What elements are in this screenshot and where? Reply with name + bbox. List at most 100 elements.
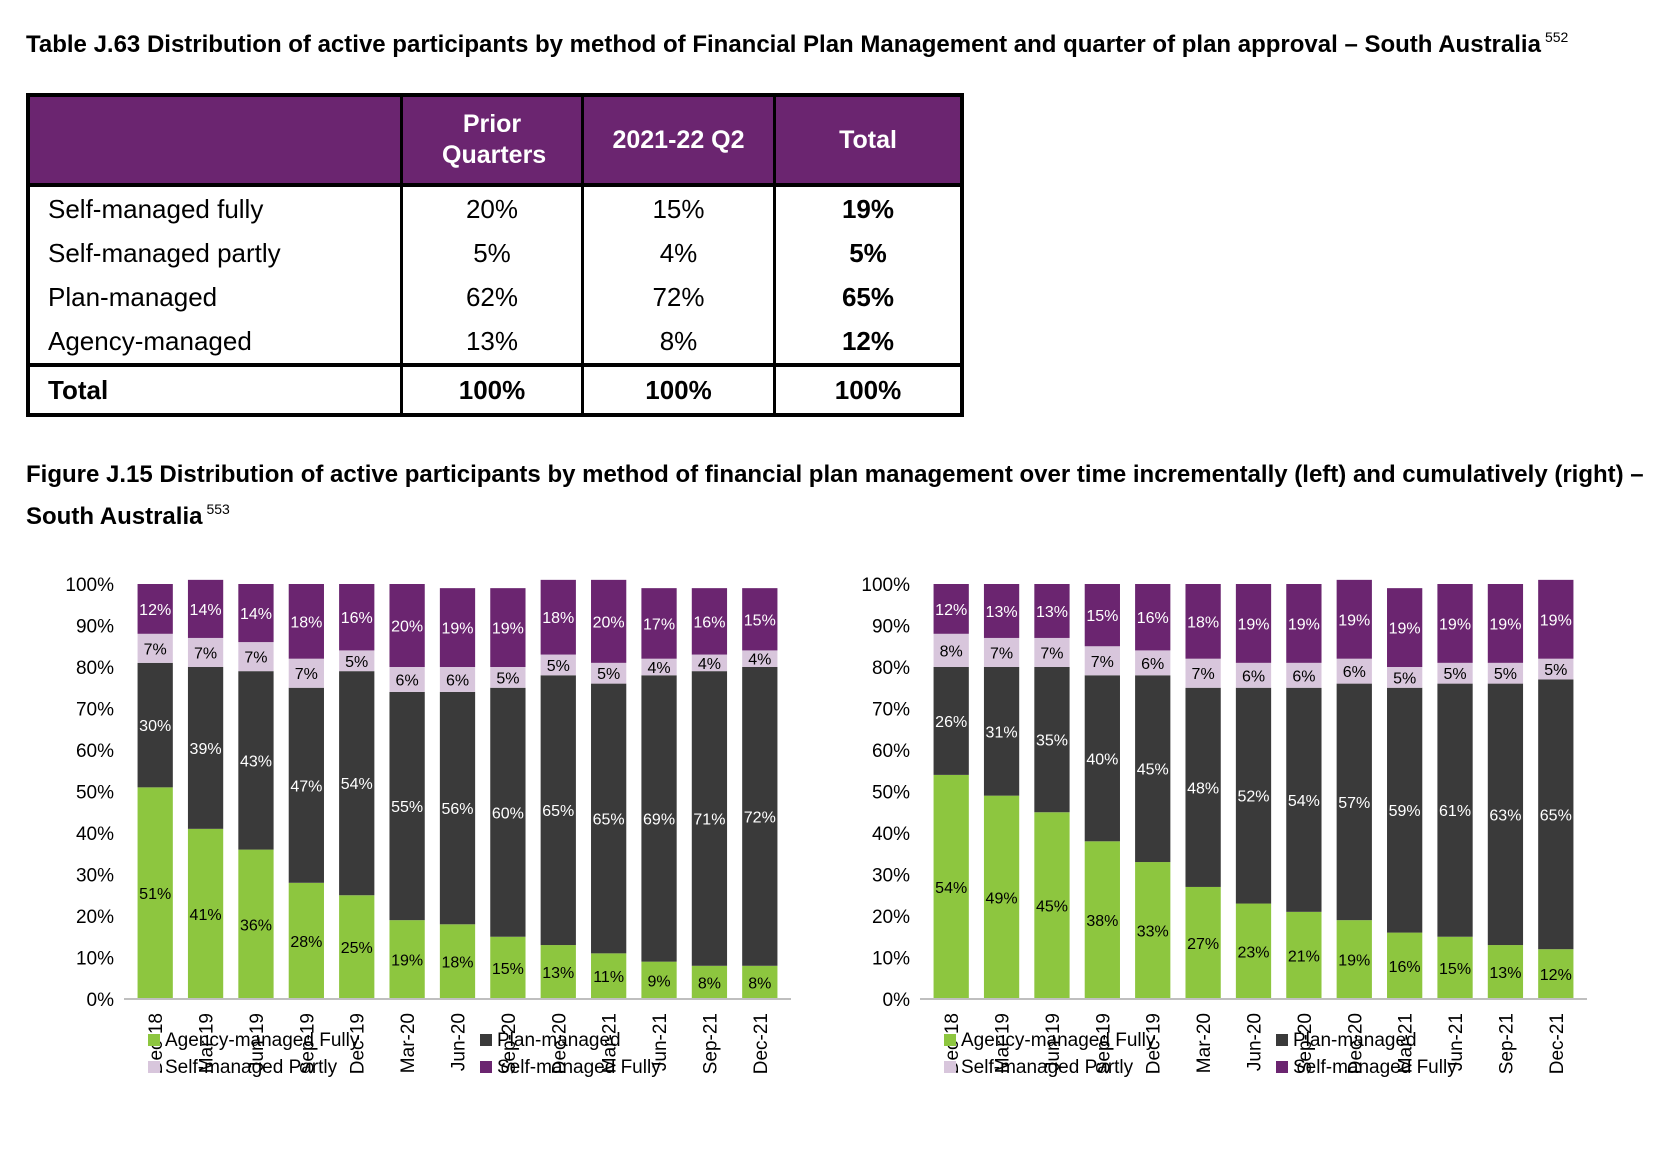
x-tick-label: Dec-21	[751, 1013, 772, 1074]
y-tick-label: 20%	[76, 907, 114, 928]
bar-segment-self-managed-partly	[439, 667, 476, 692]
bar-segment-self-managed-partly	[1235, 662, 1272, 688]
bar-segment-agency-managed-fully	[983, 795, 1020, 999]
cumulative-stacked-bar-chart: 0% 10% 20% 30% 40% 50% 60% 70% 80% 90% 100% 54% 26% 8…	[861, 575, 1587, 1078]
data-label: 63%	[1489, 807, 1521, 824]
bar-segment-plan-managed	[1336, 683, 1372, 921]
y-tick-label: 60%	[76, 741, 114, 762]
data-label: 5%	[597, 666, 620, 683]
cell-quarter: 15%	[581, 185, 775, 231]
bar-segment-self-managed-partly	[339, 650, 375, 672]
bar-segment-plan-managed	[490, 687, 526, 937]
data-label: 6%	[446, 672, 469, 689]
data-label: 35%	[1036, 733, 1068, 750]
bar-segment-plan-managed	[591, 683, 627, 954]
bar-segment-agency-managed-fully	[1286, 911, 1322, 999]
data-label: 19%	[492, 621, 524, 638]
bar-segment-self-managed-partly	[1034, 637, 1070, 667]
figure-footnote: 553	[206, 501, 230, 517]
x-tick-label: Mar-21	[600, 1013, 621, 1073]
data-label: 6%	[1343, 664, 1366, 681]
legend-label: Self-managed Partly	[165, 1057, 338, 1078]
legend-swatch	[480, 1061, 492, 1073]
data-label: 15%	[492, 961, 524, 978]
data-label: 21%	[1288, 948, 1320, 965]
figure-caption: Figure J.15 Distribution of active parti…	[26, 461, 1644, 530]
legend-swatch	[944, 1034, 956, 1046]
bar-segment-self-managed-fully	[187, 579, 224, 638]
data-label: 5%	[1544, 662, 1567, 679]
legend-swatch	[1276, 1034, 1288, 1046]
bar-segment-agency-managed-fully	[137, 787, 173, 999]
data-label: 19%	[1237, 616, 1269, 633]
bar-segment-self-managed-partly	[1286, 662, 1322, 688]
data-label: 56%	[441, 801, 473, 818]
cell-total: 19%	[773, 185, 962, 231]
data-label: 18%	[1187, 614, 1219, 631]
bar-segment-plan-managed	[137, 662, 173, 788]
legend-label: Plan-managed	[497, 1030, 621, 1051]
bar-segment-agency-managed-fully	[933, 774, 969, 999]
x-tick-label: Mar-20	[1194, 1013, 1215, 1073]
x-tick-label: Jun-20	[1245, 1013, 1266, 1071]
bar-segment-agency-managed-fully	[238, 849, 274, 999]
data-label: 65%	[542, 803, 574, 820]
data-label: 19%	[441, 621, 473, 638]
x-tick-label: Sep-19	[297, 1013, 318, 1074]
bar-segment-self-managed-fully	[1487, 584, 1524, 663]
data-label: 54%	[1288, 793, 1320, 810]
bar-segment-agency-managed-fully	[288, 882, 324, 999]
cell-quarter: 72%	[581, 275, 775, 319]
legend-swatch	[148, 1034, 160, 1046]
cell-total: 100%	[773, 363, 962, 415]
bar-segment-self-managed-partly	[691, 654, 728, 672]
data-label: 15%	[1439, 961, 1471, 978]
data-label: 48%	[1187, 780, 1219, 797]
data-label: 60%	[492, 805, 524, 822]
legend-label: Self-managed Fully	[1293, 1057, 1457, 1078]
data-label: 20%	[391, 619, 423, 636]
data-label: 16%	[693, 614, 725, 631]
x-tick-label: Jun-20	[449, 1013, 470, 1071]
data-label: 7%	[1091, 654, 1114, 671]
bar-segment-self-managed-partly	[1336, 658, 1372, 684]
bar-segment-agency-managed-fully	[1034, 812, 1070, 999]
legend-label: Self-managed Partly	[961, 1057, 1134, 1078]
bar-segment-self-managed-fully	[238, 584, 274, 643]
x-tick-label: Sep-19	[1093, 1013, 1114, 1074]
bar-segment-self-managed-partly	[933, 633, 969, 667]
row-label: Total	[28, 363, 402, 415]
bar-segment-self-managed-fully	[1135, 584, 1171, 651]
y-tick-label: 50%	[872, 783, 910, 804]
cell-total: 5%	[773, 231, 962, 275]
data-label: 6%	[1292, 668, 1315, 685]
bar-segment-self-managed-fully	[641, 588, 677, 659]
bar-segment-self-managed-partly	[238, 642, 274, 672]
bar-segment-self-managed-partly	[1437, 662, 1473, 684]
cell-total: 12%	[773, 319, 962, 365]
data-label: 36%	[240, 917, 272, 934]
x-tick-label: Sep-20	[1295, 1013, 1316, 1074]
bar-segment-agency-managed-fully	[691, 965, 728, 999]
data-label: 40%	[1086, 751, 1118, 768]
legend-label: Agency-managed Fully	[961, 1030, 1156, 1051]
bar-segment-self-managed-fully	[1387, 588, 1423, 667]
cell-quarter: 4%	[581, 231, 775, 275]
y-tick-label: 70%	[872, 700, 910, 721]
x-tick-label: Sep-20	[499, 1013, 520, 1074]
x-tick-label: Mar-19	[197, 1013, 218, 1073]
data-label: 6%	[1242, 668, 1265, 685]
bar-segment-agency-managed-fully	[1387, 932, 1423, 999]
table-row: Agency-managed 13% 8% 12%	[28, 319, 962, 365]
data-label: 19%	[1338, 953, 1370, 970]
bar-segment-self-managed-fully	[691, 588, 728, 655]
y-tick-label: 50%	[76, 783, 114, 804]
data-label: 16%	[341, 610, 373, 627]
x-tick-label: Jun-21	[650, 1013, 671, 1071]
x-tick-label: Jun-19	[247, 1013, 268, 1071]
data-label: 8%	[940, 643, 963, 660]
data-label: 65%	[593, 811, 625, 828]
data-label: 5%	[1393, 670, 1416, 687]
bar-segment-agency-managed-fully	[1135, 862, 1171, 999]
data-label: 7%	[1040, 645, 1063, 662]
